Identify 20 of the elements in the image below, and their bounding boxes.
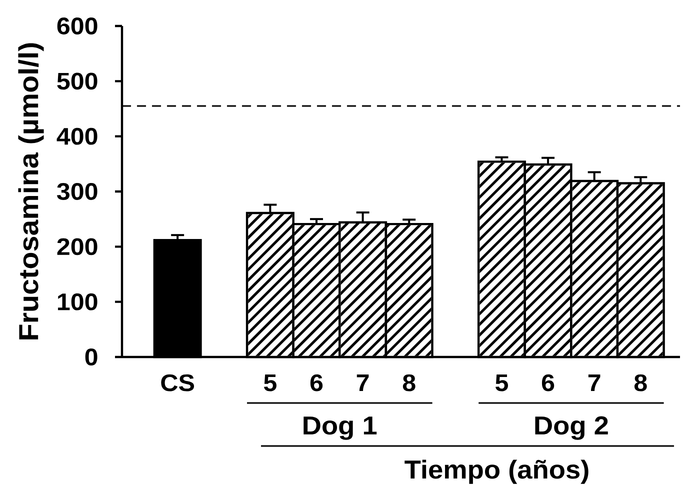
y-tick-label: 600 bbox=[57, 18, 98, 34]
text: Dog 1 bbox=[304, 416, 377, 440]
y-tick-label: 300 bbox=[56, 183, 98, 200]
y-tick-label: 200 bbox=[57, 238, 98, 256]
x-tick-label: 7 bbox=[588, 374, 600, 391]
y-axis-title: Fructosamina (µmol/l) bbox=[18, 43, 44, 340]
text: Dog 2 bbox=[535, 416, 608, 440]
x-tick-label: 6 bbox=[310, 374, 323, 392]
x-tick-label: 5 bbox=[496, 374, 508, 392]
x-tick-label: 6 bbox=[542, 374, 554, 392]
x-tick-label: CS bbox=[161, 374, 194, 392]
y-tick-label: 400 bbox=[56, 128, 98, 145]
x-tick-label: 5 bbox=[264, 374, 276, 392]
y-tick-label: 0 bbox=[85, 348, 98, 366]
y-tick-label: 500 bbox=[57, 72, 98, 90]
x-axis-title: Tiempo (años) bbox=[404, 460, 588, 484]
y-tick-label: 100 bbox=[58, 293, 98, 310]
x-tick-label: 7 bbox=[356, 374, 369, 391]
x-tick-label: 8 bbox=[402, 374, 416, 392]
x-tick-label: 8 bbox=[634, 374, 647, 392]
